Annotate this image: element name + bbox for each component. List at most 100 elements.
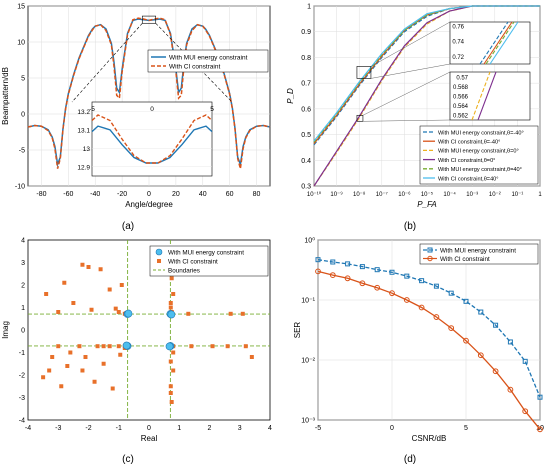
plot-area-d [317, 239, 541, 421]
y-axis-label: P_D [286, 88, 295, 104]
y-tick-label: 0 [21, 112, 25, 119]
zoom-connector [155, 23, 233, 103]
inset-upper-line-1 [479, 21, 509, 65]
data-point-ci [403, 297, 410, 303]
y-tick-label: -5 [19, 148, 25, 155]
zoom-connector [362, 119, 451, 122]
y-axis-label: Imag [1, 321, 10, 339]
y-tick-label: 10⁰ [304, 237, 315, 245]
x-tick-label: -1 [116, 425, 122, 432]
data-point-mui [374, 267, 380, 273]
panel-c: -4 -3 -2 -1 0 1 2 3 4 -4 -3 -2 -1 0 1 2 3 4 Real Imag With M… [1, 238, 272, 444]
inset-upper-area [449, 21, 531, 65]
scatter-point-ci [41, 375, 46, 380]
scatter-point-ci [95, 344, 100, 349]
y-tick-label: -4 [19, 418, 25, 425]
data-point-ci [315, 268, 321, 275]
legend-box [149, 245, 269, 277]
y-tick-label: 10⁻³ [301, 418, 315, 425]
inset-y-tick-label: 13.2 [77, 109, 90, 116]
y-tick-label: -2 [19, 373, 25, 380]
y-tick-label: -1 [19, 350, 25, 357]
scatter-point-ci [189, 344, 194, 349]
x-tick-label: 0 [147, 425, 151, 432]
inset-y-tick-label: 0.57 [456, 75, 468, 81]
scatter-point-ci [65, 364, 70, 368]
data-point-mui [345, 261, 351, 267]
scatter-point-ci [171, 350, 176, 355]
zoom-connector [71, 23, 143, 103]
data-point-mui [537, 394, 543, 400]
data-point-ci [418, 304, 425, 311]
y-tick-label: 0 [21, 328, 25, 335]
legend-label: Boundaries [168, 268, 200, 275]
scatter-point-mui [124, 309, 133, 318]
legend-label: With CI constraint [168, 259, 218, 266]
data-point-mui [330, 259, 336, 265]
legend-marker [427, 255, 433, 262]
inset-y-tick-label: 12.9 [77, 164, 90, 171]
inset-lower-area [449, 71, 531, 121]
inset-y-tick-label: 0.562 [453, 114, 469, 120]
y-tick-label: 1 [21, 305, 25, 312]
panel-a: -80 -60 -40 -20 0 20 40 60 80 -10 -5 0 5 10 15 Angle/de… [1, 4, 271, 209]
x-tick-label: 10⁻⁶ [398, 191, 411, 198]
inset-lower-line-3 [471, 71, 491, 121]
scatter-point-ci [171, 368, 176, 373]
caption-c: (c) [122, 454, 134, 465]
series-line-1 [317, 259, 541, 398]
y-tick-label: 0.7 [301, 81, 311, 88]
scatter-point-ci [47, 368, 52, 373]
data-point-mui [433, 283, 439, 289]
data-point-ci [374, 284, 381, 291]
data-point-mui [389, 269, 395, 275]
x-tick-label: 10⁻⁷ [376, 191, 388, 198]
y-tick-label: 15 [17, 4, 25, 11]
data-point-ci [344, 275, 351, 282]
x-tick-label: 10⁻³ [466, 192, 478, 198]
legend-marker [427, 247, 433, 253]
scatter-point-ci [98, 267, 103, 272]
inset-x-tick-label: -5 [89, 106, 95, 113]
x-tick-label: 60 [226, 191, 234, 198]
inset-upper-line-5 [485, 21, 515, 65]
scatter-point-ci [249, 355, 254, 359]
legend-box [419, 243, 539, 265]
inset-x-tick-label: 0 [150, 106, 154, 113]
zoom-region [356, 114, 364, 122]
data-point-ci [448, 325, 455, 332]
inset-upper-line-2 [483, 21, 513, 65]
x-tick-label: 4 [268, 425, 272, 432]
scatter-point-ci [168, 301, 173, 305]
data-point-ci [492, 368, 499, 375]
x-tick-label: 1 [538, 192, 542, 198]
x-axis-label: P_FA [417, 200, 436, 209]
legend-box [147, 49, 269, 73]
scatter-point-ci [62, 280, 67, 285]
legend-label: With MUI energy constraint [168, 250, 244, 257]
legend-label: With CI constraint,θ=40° [438, 176, 499, 182]
y-tick-label: 4 [21, 238, 25, 245]
x-tick-label: 5 [464, 425, 468, 432]
data-point-mui [522, 358, 528, 364]
y-axis-label: Beampattern/dB [1, 67, 10, 125]
y-tick-label: -10 [15, 184, 25, 191]
scatter-point-ci [44, 292, 49, 296]
scatter-point-ci [210, 344, 215, 349]
y-tick-label: -3 [19, 395, 25, 402]
x-tick-label: 80 [253, 191, 261, 198]
data-point-mui [463, 298, 469, 304]
legend-label: With CI constraint [169, 64, 220, 71]
caption-a: (a) [122, 221, 134, 232]
scatter-point-mui [167, 310, 176, 319]
inset-y-tick-label: 0.74 [452, 40, 464, 46]
scatter-point-ci [119, 283, 124, 287]
x-tick-label: 20 [172, 191, 180, 198]
data-point-ci [389, 290, 395, 297]
scatter-point-ci [168, 391, 173, 395]
scatter-point-ci [71, 301, 76, 305]
data-point-mui [493, 322, 499, 328]
y-tick-label: 3 [21, 260, 25, 267]
